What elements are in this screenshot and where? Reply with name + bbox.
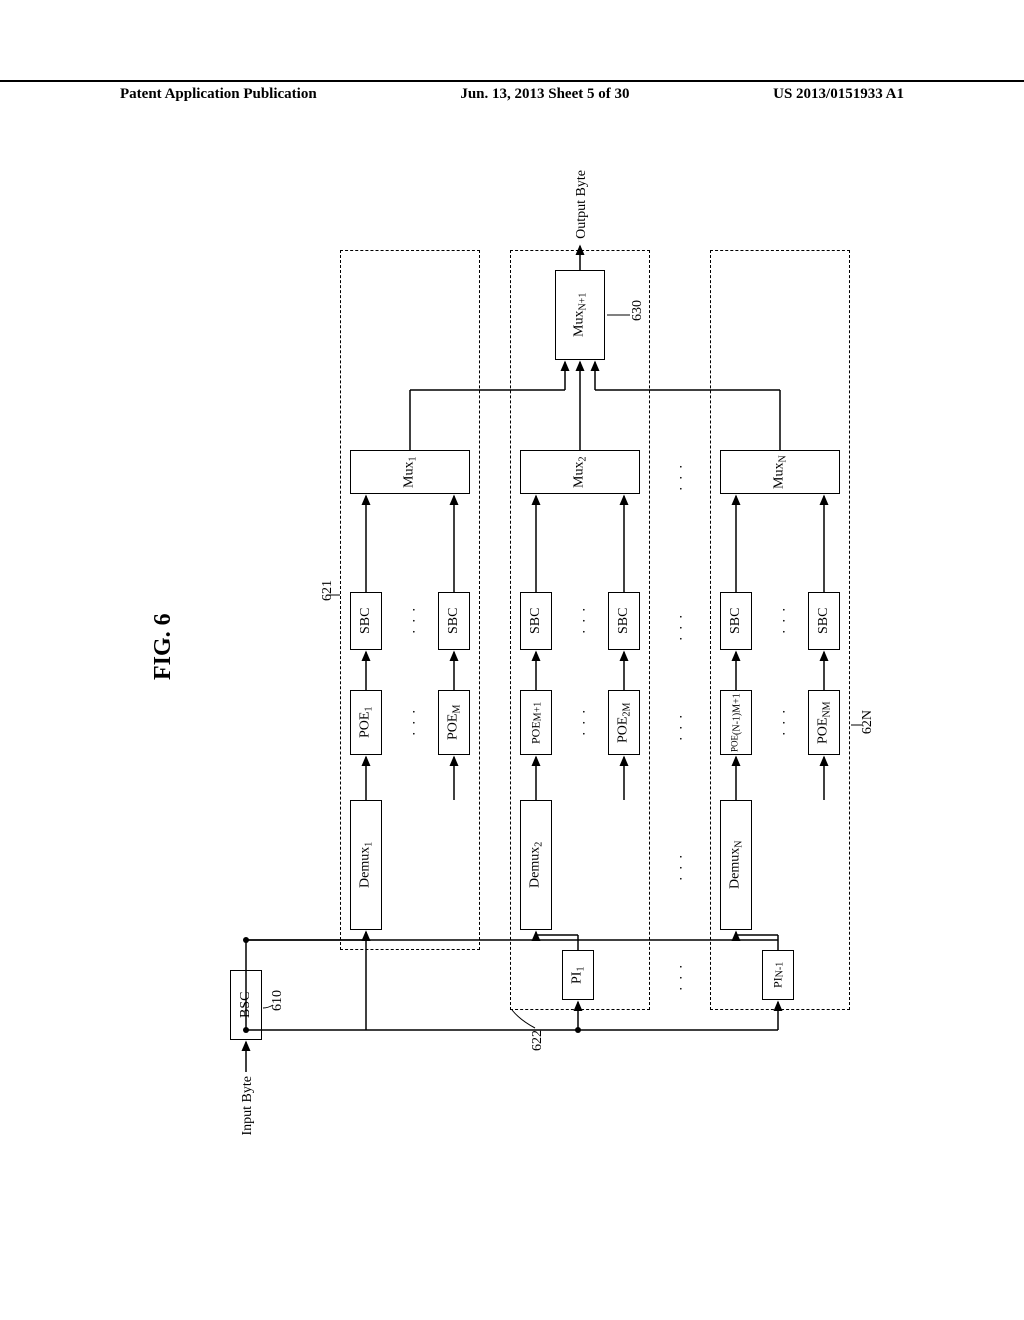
input-byte-label: Input Byte xyxy=(240,1076,256,1136)
header-right: US 2013/0151933 A1 xyxy=(773,86,904,103)
header-left: Patent Application Publication xyxy=(120,86,317,103)
poe-2m: POE2M xyxy=(608,690,640,755)
demux-2: Demux2 xyxy=(520,800,552,930)
mux-n: MuxN xyxy=(720,450,840,494)
dots: . . . xyxy=(675,715,691,743)
demux-n: DemuxN xyxy=(720,800,752,930)
output-byte-label: Output Byte xyxy=(574,170,590,239)
poe-m: POEM xyxy=(438,690,470,755)
sbc-2a: SBC xyxy=(520,592,552,650)
dots: . . . xyxy=(778,710,794,738)
dots: . . . xyxy=(578,608,594,636)
dots: . . . xyxy=(408,710,424,738)
ref-610: 610 xyxy=(270,990,286,1011)
sbc-2b: SBC xyxy=(608,592,640,650)
poe-n1m1: POE(N-1)M+1 xyxy=(720,690,752,755)
sbc-1a: SBC xyxy=(350,592,382,650)
ref-630: 630 xyxy=(630,300,646,321)
sbc-na: SBC xyxy=(720,592,752,650)
ref-622: 622 xyxy=(530,1030,546,1051)
ref-62n: 62N xyxy=(860,710,876,734)
ref-621: 621 xyxy=(320,580,336,601)
pi-n1: PIN-1 xyxy=(762,950,794,1000)
dots: . . . xyxy=(675,855,691,883)
sbc-nb: SBC xyxy=(808,592,840,650)
mux-2: Mux2 xyxy=(520,450,640,494)
mux-n1: MuxN+1 xyxy=(555,270,605,360)
poe-m1: POEM+1 xyxy=(520,690,552,755)
dots: . . . xyxy=(778,608,794,636)
figure-title: FIG. 6 xyxy=(150,613,177,680)
pi-1: PI1 xyxy=(562,950,594,1000)
demux-1: Demux1 xyxy=(350,800,382,930)
mux-1: Mux1 xyxy=(350,450,470,494)
poe-1: POE1 xyxy=(350,690,382,755)
dots: . . . xyxy=(675,465,691,493)
dots: . . . xyxy=(578,710,594,738)
sbc-1b: SBC xyxy=(438,592,470,650)
dots: . . . xyxy=(675,615,691,643)
header-center: Jun. 13, 2013 Sheet 5 of 30 xyxy=(460,86,629,103)
page-header: Patent Application Publication Jun. 13, … xyxy=(0,80,1024,103)
figure-6-diagram: FIG. 6 Input Byte BSC 610 621 Demux1 POE… xyxy=(140,160,880,1160)
dots: . . . xyxy=(408,608,424,636)
bsc-block: BSC xyxy=(230,970,262,1040)
dots: . . . xyxy=(675,965,691,993)
poe-nm: POENM xyxy=(808,690,840,755)
